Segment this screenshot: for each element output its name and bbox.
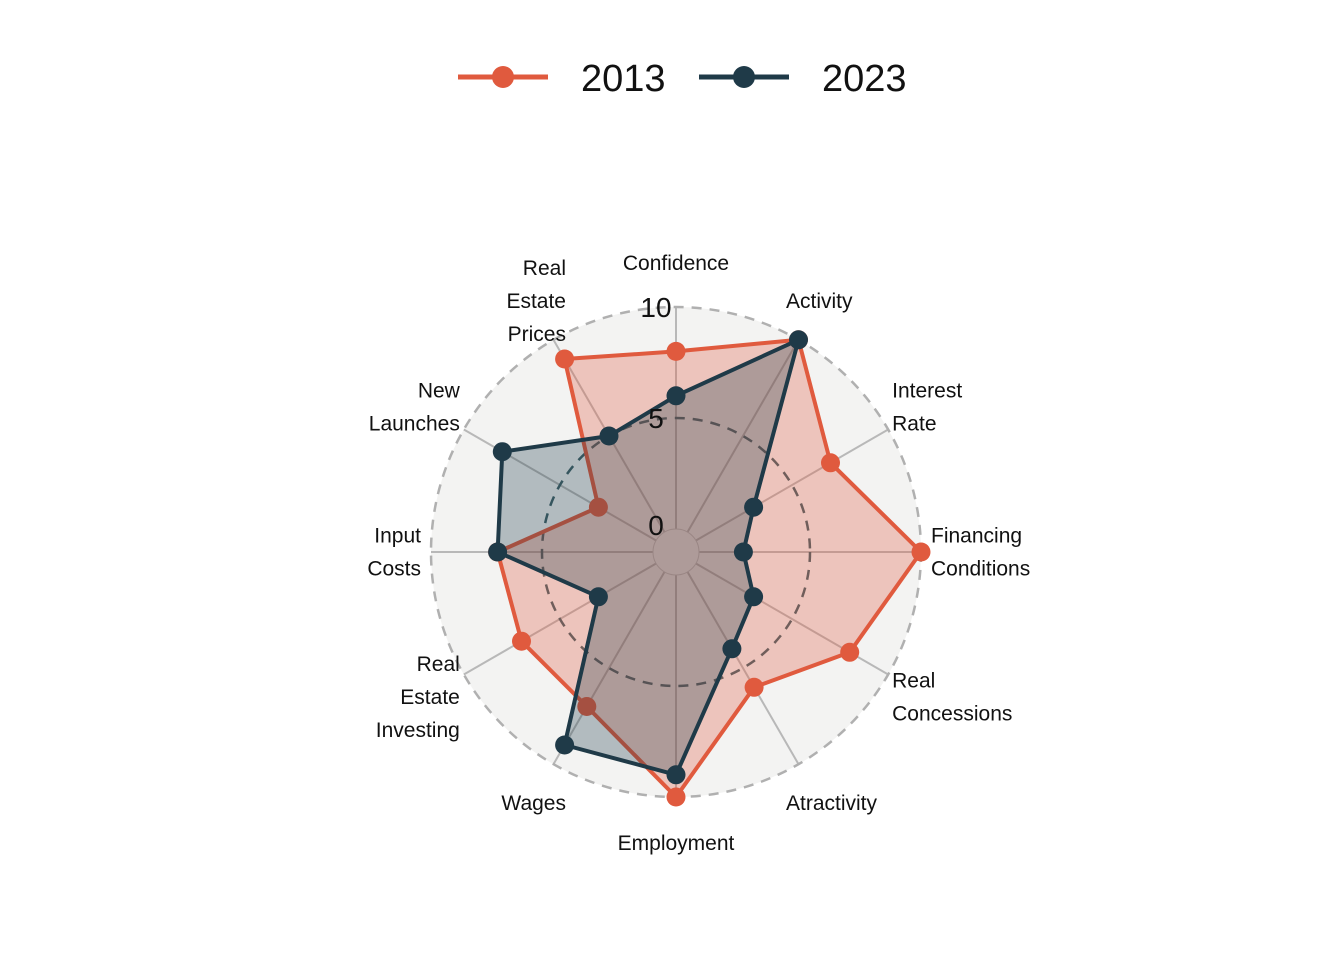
series-point-2013	[577, 697, 597, 716]
axis-label-line: Concessions	[892, 703, 1012, 726]
axis-label-line: Real	[417, 653, 460, 676]
series-point-2013	[840, 642, 860, 662]
series-point-2013	[911, 542, 931, 562]
series-point-2013	[555, 349, 575, 369]
series-point-2023	[744, 587, 764, 607]
axis-label-line: New	[418, 380, 461, 403]
axis-label-line: Prices	[508, 323, 566, 346]
radar-tick-labels: 0 5 10	[640, 292, 671, 541]
radar-axis-labels: Confidence Activity Interest Rate Financing C…	[367, 252, 1030, 855]
series-point-2013	[666, 341, 686, 361]
series-point-2023	[722, 639, 742, 659]
axis-label: Input Costs	[367, 525, 421, 581]
legend-swatch-marker	[733, 66, 755, 88]
axis-label-line: Real	[892, 670, 935, 693]
series-point-2023	[744, 497, 764, 517]
series-point-2023	[588, 587, 608, 607]
axis-label-line: Launches	[369, 413, 460, 436]
axis-label-line: Costs	[367, 558, 421, 581]
radar-series	[488, 330, 931, 807]
series-point-2013	[512, 631, 531, 651]
axis-label-line: Employment	[618, 832, 735, 855]
axis-label-line: Financing	[931, 525, 1022, 548]
radar-spoke	[552, 571, 666, 765]
axis-label: Real Estate Investing	[376, 653, 460, 742]
radar-center-ring	[652, 528, 700, 576]
radar-spoke	[686, 339, 800, 533]
series-point-2023	[555, 735, 575, 755]
series-point-2023	[666, 386, 686, 406]
axis-label-line: Wages	[501, 792, 566, 815]
series-point-2023	[666, 765, 686, 785]
axis-label-line: Confidence	[623, 252, 729, 275]
axis-label-line: Interest	[892, 380, 962, 403]
radar-tick-label: 5	[648, 403, 664, 434]
axis-label: Real Concessions	[892, 670, 1012, 726]
axis-label: Atractivity	[786, 792, 878, 815]
axis-label-line: Atractivity	[786, 792, 878, 815]
series-point-2023	[492, 442, 512, 462]
series-point-2013	[666, 787, 686, 807]
axis-label-line: Real	[523, 257, 566, 280]
axis-label-line: Input	[374, 525, 421, 548]
radar-tick-label: 0	[648, 510, 664, 541]
series-area-2013	[497, 339, 921, 797]
axis-label: New Launches	[369, 380, 461, 436]
radar-tick-label: 10	[640, 292, 671, 323]
axis-label: Financing Conditions	[931, 525, 1030, 581]
series-point-2013	[744, 677, 764, 697]
axis-label-line: Activity	[786, 290, 853, 313]
axis-label: Wages	[501, 792, 566, 815]
series-point-2013	[821, 453, 840, 473]
legend-item-2013: 2013	[458, 58, 666, 100]
series-point-2013	[588, 497, 608, 517]
legend-label: 2013	[581, 58, 666, 100]
axis-label-line: Rate	[892, 413, 936, 436]
axis-label: Confidence	[623, 252, 729, 275]
legend: 2013 2023	[458, 58, 907, 100]
series-point-2023	[789, 330, 808, 350]
series-point-2023	[488, 542, 508, 562]
legend-label: 2023	[822, 58, 907, 100]
axis-label: Activity	[786, 290, 853, 313]
radar-ring-mid	[540, 416, 812, 688]
axis-label-line: Estate	[506, 290, 566, 313]
axis-label: Real Estate Prices	[506, 257, 566, 346]
series-point-2023	[733, 542, 753, 562]
series-point-2023	[599, 426, 619, 446]
axis-label-line: Conditions	[931, 558, 1030, 581]
legend-swatch-marker	[492, 66, 514, 88]
legend-item-2023: 2023	[699, 58, 907, 100]
radar-spoke	[686, 571, 800, 765]
axis-label: Interest Rate	[892, 380, 962, 436]
axis-label-line: Estate	[400, 686, 460, 709]
radar-spoke	[695, 428, 889, 542]
axis-label-line: Investing	[376, 719, 460, 742]
axis-label: Employment	[618, 832, 735, 855]
